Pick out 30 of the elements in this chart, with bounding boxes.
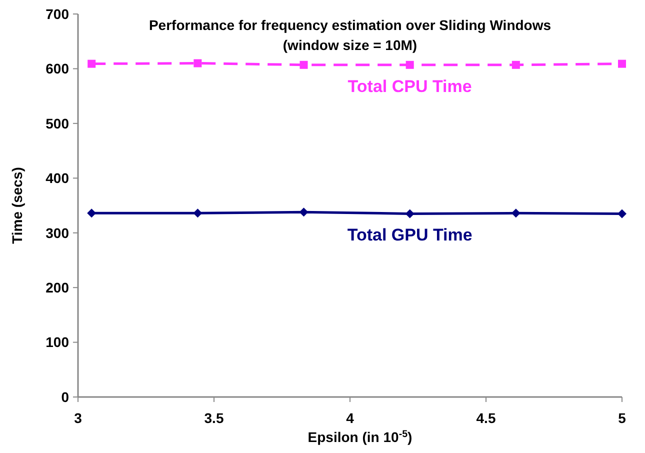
x-tick-label: 4.5 — [476, 410, 496, 426]
point — [512, 60, 520, 69]
point — [194, 59, 202, 68]
point — [193, 208, 202, 218]
x-axis-title: Epsilon (in 10$^{-5}$) — [308, 428, 412, 445]
y-tick-label: 400 — [46, 170, 70, 186]
y-tick-label: 500 — [46, 115, 70, 132]
point — [405, 209, 414, 218]
point — [406, 60, 414, 69]
y-tick-label: 0 — [61, 388, 70, 405]
point — [87, 208, 96, 218]
y-tick-label: 700 — [46, 6, 70, 22]
x-tick-label: 5 — [618, 410, 626, 426]
x-tick-label: 3.5 — [204, 410, 224, 426]
y-axis-title: Time (secs) — [9, 167, 25, 244]
series-label: Total CPU Time — [348, 76, 472, 96]
point — [299, 208, 308, 217]
chart-title: Performance for frequency estimation over Sliding Windows — [148, 17, 552, 33]
y-tick-label: 100 — [46, 334, 70, 350]
x-tick-label: 4 — [346, 410, 354, 426]
point — [300, 60, 308, 69]
series-label: Total GPU Time — [347, 226, 472, 245]
y-tick-label: 600 — [46, 60, 70, 77]
y-tick-label: 300 — [46, 224, 70, 241]
text: (window size = 10M) — [282, 37, 418, 53]
y-tick-label: 200 — [46, 279, 70, 296]
point — [88, 60, 96, 68]
x-tick-label: 3 — [74, 410, 82, 426]
point — [618, 60, 626, 68]
point — [618, 209, 626, 218]
